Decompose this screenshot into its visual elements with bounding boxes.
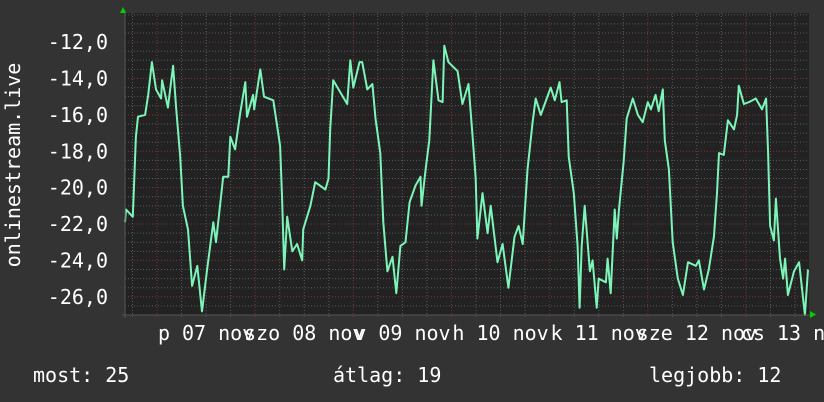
x-tick-label: sze 12 nov	[637, 321, 757, 345]
x-tick-label: v 09 nov	[354, 321, 450, 345]
y-tick-label: -24,0	[48, 248, 108, 272]
x-tick-label: p 07 nov	[158, 321, 254, 345]
y-tick-label: -20,0	[48, 176, 108, 200]
x-tick-label: h 10 nov	[452, 321, 548, 345]
series-line	[124, 44, 809, 316]
y-tick-label: -18,0	[48, 139, 108, 163]
y-tick-label: -26,0	[48, 285, 108, 309]
y-axis-label: onlinestream.live	[1, 63, 25, 268]
x-axis-arrow-icon	[810, 311, 816, 318]
legend-max: legjobb: 12	[649, 363, 781, 387]
x-tick-label: szo 08 nov	[244, 321, 364, 345]
y-tick-label: -16,0	[48, 103, 108, 127]
y-tick-label: -22,0	[48, 212, 108, 236]
y-tick-label: -12,0	[48, 30, 108, 54]
x-tick-label: cs 13 nov	[741, 321, 824, 345]
legend-current: most: 25	[33, 363, 129, 387]
grid	[125, 13, 809, 318]
y-tick-label: -14,0	[48, 66, 108, 90]
y-axis-arrow-icon	[120, 7, 126, 13]
legend-average: átlag: 19	[333, 363, 441, 387]
y-axis-ticks: -12,0 -14,0 -16,0 -18,0 -20,0 -22,0 -24,0 -26,0	[48, 30, 108, 309]
x-tick-label: k 11 nov	[551, 321, 647, 345]
